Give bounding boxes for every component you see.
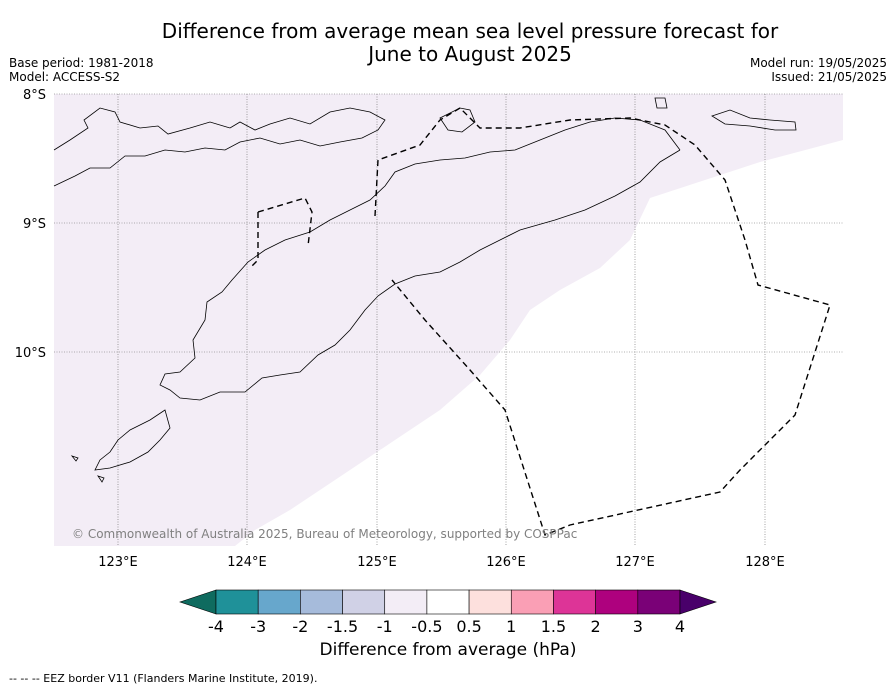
- colorbar-box: [553, 590, 595, 614]
- colorbar-tick-label: 1: [506, 617, 516, 636]
- colorbar-box: [300, 590, 342, 614]
- colorbar-box: [469, 590, 511, 614]
- copyright-notice: © Commonwealth of Australia 2025, Bureau…: [72, 527, 577, 541]
- colorbar-tick-label: -2: [292, 617, 308, 636]
- colorbar-box: [258, 590, 300, 614]
- lon-label-127e: 127°E: [615, 555, 655, 570]
- lat-label-9s: 9°S: [23, 217, 46, 232]
- colorbar-box: [216, 590, 258, 614]
- lat-label-8s: 8°S: [23, 88, 46, 103]
- colorbar-tick-label: -0.5: [411, 617, 442, 636]
- colorbar-tick-label: 0.5: [456, 617, 481, 636]
- colorbar-tick-label: -4: [208, 617, 224, 636]
- colorbar-tick-label: 2: [591, 617, 601, 636]
- colorbar-tick-label: 3: [633, 617, 643, 636]
- lon-label-124e: 124°E: [227, 555, 267, 570]
- colorbar: -4 -3 -2 -1.5 -1 -0.5 0.5 1 1.5 2 3 4: [180, 590, 716, 636]
- eez-footnote: -- -- -- EEZ border V11 (Flanders Marine…: [9, 672, 317, 685]
- colorbar-tick-label: -1.5: [327, 617, 358, 636]
- colorbar-extend-low: [180, 590, 216, 614]
- colorbar-tick-label: 4: [675, 617, 685, 636]
- lon-label-128e: 128°E: [745, 555, 785, 570]
- colorbar-box: [343, 590, 385, 614]
- lat-label-10s: 10°S: [15, 346, 46, 361]
- colorbar-tick-label: -3: [250, 617, 266, 636]
- lon-label-126e: 126°E: [486, 555, 526, 570]
- colorbar-box: [638, 590, 680, 614]
- lon-label-125e: 125°E: [357, 555, 397, 570]
- colorbar-label: Difference from average (hPa): [0, 640, 896, 660]
- colorbar-box: [427, 590, 469, 614]
- map-figure: 8°S 9°S 10°S 123°E 124°E 125°E 126°E 127…: [0, 0, 896, 690]
- lon-label-123e: 123°E: [98, 555, 138, 570]
- colorbar-box: [385, 590, 427, 614]
- colorbar-tick-label: 1.5: [541, 617, 566, 636]
- colorbar-box: [511, 590, 553, 614]
- colorbar-tick-label: -1: [377, 617, 393, 636]
- colorbar-box: [596, 590, 638, 614]
- colorbar-extend-high: [680, 590, 716, 614]
